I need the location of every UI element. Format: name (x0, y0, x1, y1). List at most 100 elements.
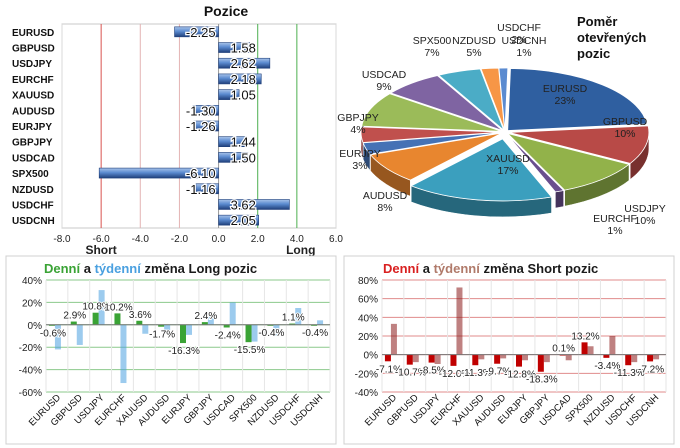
data-label: -2.4% (215, 330, 241, 341)
y-tick-label: 80% (358, 276, 378, 287)
weekly-bar (653, 354, 660, 360)
daily-bar (603, 354, 610, 358)
pie-slice-side (555, 190, 564, 209)
pie-slice (498, 67, 509, 131)
data-label: 2.9% (63, 311, 86, 322)
pie-label-pct: 4% (350, 124, 365, 136)
y-tick-label: -20% (355, 369, 378, 380)
positions-chart: Pozice -8.0 -6.0 -4.0 -2.0 0.0 2.0 4.0 6.0 Short L… (12, 3, 343, 257)
daily-bar (428, 354, 435, 363)
daily-bar (223, 324, 230, 328)
weekly-bar (251, 324, 258, 342)
daily-bar (516, 354, 522, 367)
data-label: -9.7% (485, 367, 511, 378)
category-label: EURUSD (12, 28, 54, 39)
pie-label-name: NZDUSD (452, 35, 496, 47)
pie-label-pct: 10% (634, 215, 655, 227)
data-label: 2.4% (194, 311, 217, 322)
x-tick-label: 4.0 (290, 234, 304, 245)
pie-label-name: GBPUSD (603, 116, 648, 128)
value-label: 2.05 (231, 213, 256, 228)
data-label: 10.2% (104, 302, 132, 313)
weekly-bar (186, 324, 192, 335)
bar (218, 199, 290, 210)
bar (193, 120, 219, 132)
pie-label-pct: 23% (554, 95, 575, 107)
category-label: EURJPY (12, 122, 52, 133)
long-label: Long (286, 243, 315, 257)
daily-bar (450, 354, 457, 366)
pie-label-pct: 2% (511, 34, 526, 46)
weekly-bar (120, 324, 127, 384)
data-label: 1.1% (282, 313, 305, 324)
value-label: -1.30 (186, 103, 216, 118)
pie-label-name: EURJPY (339, 148, 380, 160)
pie-title: Poměr otevřených pozic (577, 14, 646, 61)
weekly-bar (587, 346, 594, 355)
bar (218, 42, 250, 53)
value-label: 3.62 (231, 197, 256, 212)
data-label: -0.6% (40, 328, 66, 339)
weekly-bar (317, 320, 324, 325)
pie-label: USDCHF 2% (497, 22, 541, 46)
pie-label-pct: 9% (376, 81, 391, 93)
daily-bar (581, 342, 588, 355)
y-tick-label: 20% (358, 332, 378, 343)
y-tick-label: 40% (22, 276, 42, 287)
pie-label-name: SPX500 (413, 35, 452, 47)
category-label: AUDUSD (12, 106, 55, 117)
value-label: -2.25 (186, 25, 216, 40)
daily-bar (245, 324, 252, 343)
daily-bar (625, 354, 632, 366)
weekly-bar (631, 354, 638, 363)
pie-label: GBPJPY 4% (337, 112, 378, 136)
title-daily: Denní (383, 261, 420, 276)
bar (218, 89, 240, 100)
daily-bar (647, 354, 654, 362)
weekly-bar (273, 324, 280, 336)
bar (218, 136, 248, 147)
daily-bar (537, 354, 544, 372)
pie-slice (507, 68, 648, 131)
long-change-chart: Denní a týdenní změna Long pozic40%20%0%… (19, 261, 331, 429)
data-label: -3.4% (594, 361, 620, 372)
change-chart-title: Denní a týdenní změna Short pozic (383, 261, 598, 276)
pie-title-line: Poměr (577, 14, 617, 29)
value-label: 1.58 (231, 41, 256, 56)
weekly-bar (76, 324, 83, 345)
value-label: 1.50 (231, 150, 256, 165)
daily-bar (406, 354, 413, 365)
daily-bar (384, 354, 391, 362)
pie-label-name: USDCAD (362, 69, 407, 81)
data-label: -15.5% (234, 345, 266, 356)
data-label: -12.8% (504, 370, 536, 381)
weekly-bar (609, 336, 616, 355)
weekly-bar (98, 290, 105, 325)
weekly-bar (207, 314, 214, 325)
data-label: -12.0% (439, 369, 471, 380)
weekly-bar (390, 323, 397, 355)
data-label: -8.5% (420, 366, 446, 377)
pie-title-line: pozic (577, 46, 610, 61)
pie-slice (369, 132, 502, 181)
pie-label: AUDUSD 8% (363, 190, 408, 214)
daily-bar (92, 312, 99, 325)
category-label: GBPJPY (12, 138, 53, 149)
weekly-bar (142, 324, 149, 334)
weekly-bar (434, 354, 441, 364)
bar (218, 73, 262, 85)
long-panel-frame (5, 255, 337, 445)
category-label: USDCAD (12, 153, 55, 164)
pie-label: EURCHF 1% (593, 213, 637, 237)
pie-label: SPX500 7% (413, 35, 452, 59)
pie-label-pct: 17% (497, 165, 518, 177)
data-label: -10.7% (395, 368, 427, 379)
category-label: GBPUSD (12, 44, 55, 55)
y-tick-label: 0% (364, 351, 379, 362)
weekly-bar (478, 354, 485, 360)
pie-slice (410, 138, 553, 202)
data-label: -7.1% (376, 364, 402, 375)
data-label: -11.3% (614, 368, 645, 379)
weekly-bar (543, 354, 550, 363)
